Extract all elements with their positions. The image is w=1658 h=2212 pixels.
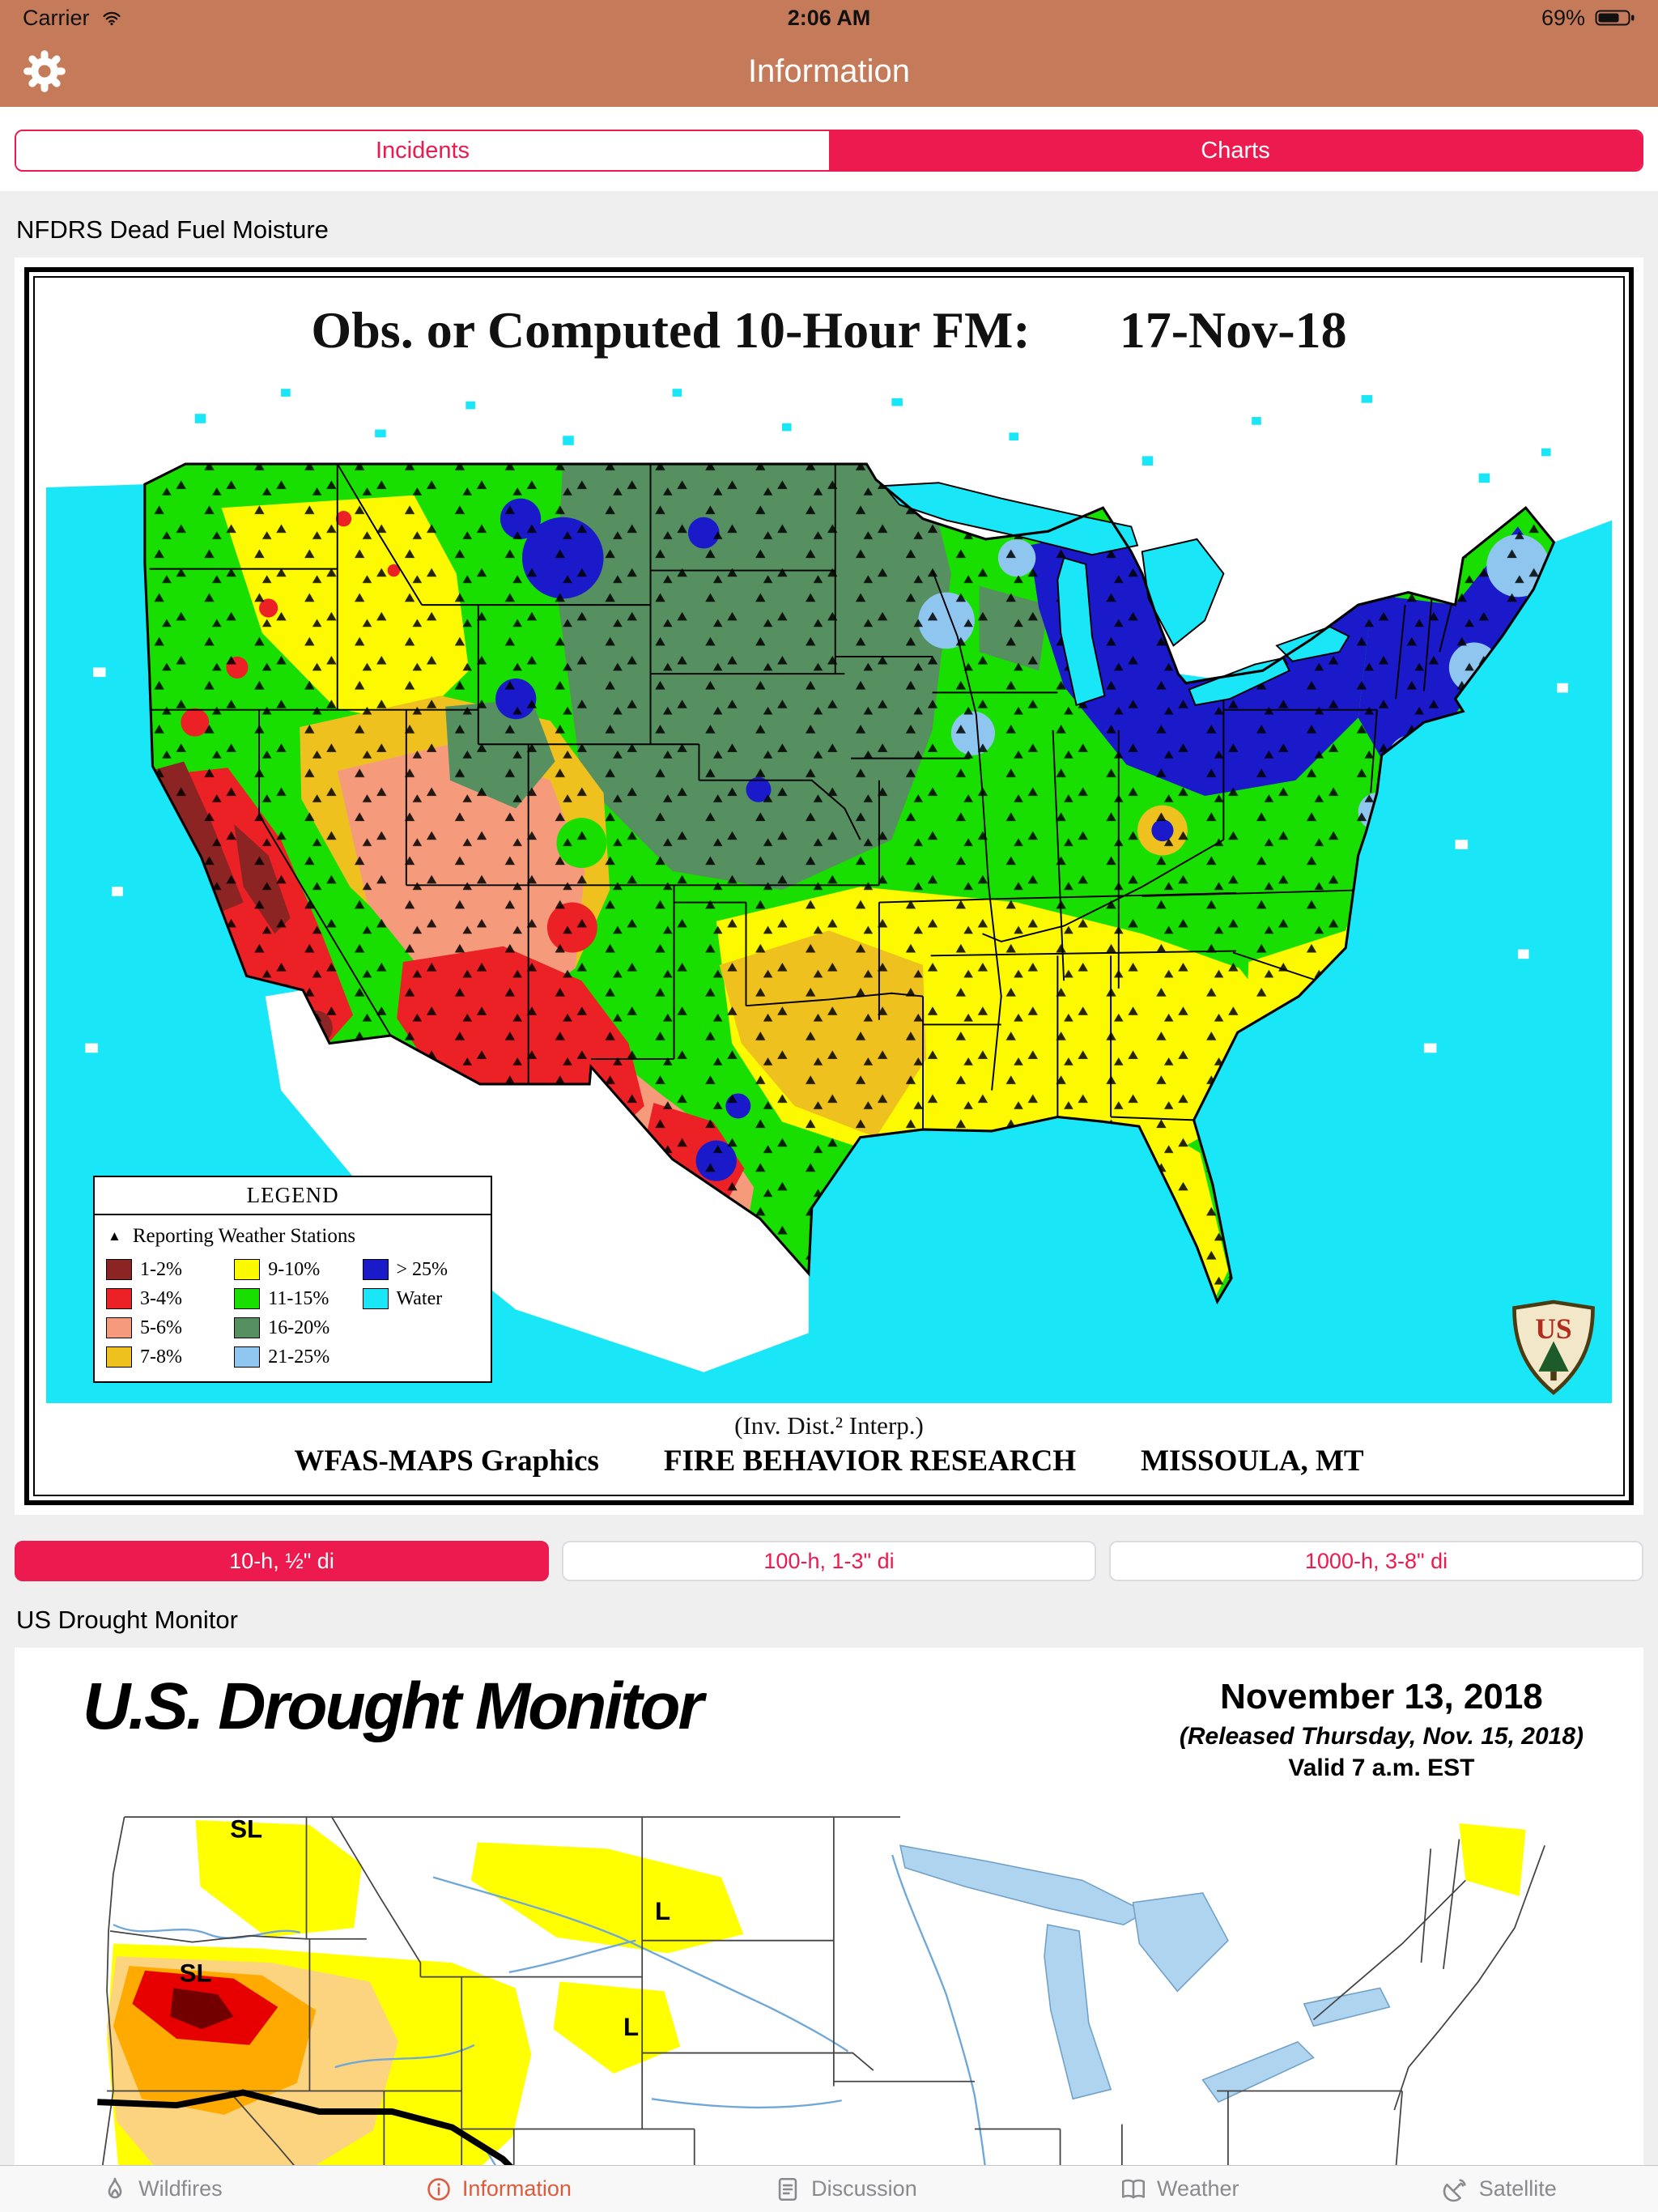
tab-satellite[interactable]: Satellite [1442, 2176, 1557, 2203]
tab-wildfires[interactable]: Wildfires [101, 2176, 223, 2203]
nfdrs-map-title: Obs. or Computed 10-Hour FM: 17-Nov-18 [46, 300, 1612, 360]
tab-weather[interactable]: Weather [1120, 2176, 1239, 2203]
legend-entry: 11-15% [234, 1288, 357, 1310]
drought-meta: November 13, 2018 (Released Thursday, No… [1180, 1669, 1613, 1783]
svg-text:US: US [1535, 1312, 1571, 1345]
drought-valid: Valid 7 a.m. EST [1288, 1754, 1475, 1781]
drought-map-image: SL L SL L [37, 1784, 1621, 2212]
tab-information[interactable]: Information [425, 2176, 572, 2203]
legend-swatch [362, 1259, 389, 1281]
map-title-date: 17-Nov-18 [1119, 301, 1347, 359]
tab-label: Information [461, 2176, 572, 2201]
gear-icon [23, 50, 66, 92]
info-icon [427, 2177, 450, 2201]
drought-released: (Released Thursday, Nov. 15, 2018) [1179, 1722, 1584, 1750]
nfdrs-map-card: Obs. or Computed 10-Hour FM: 17-Nov-18 [15, 257, 1643, 1516]
legend-entry: Water [362, 1288, 480, 1310]
document-icon [778, 2177, 797, 2201]
credits-research: FIRE BEHAVIOR RESEARCH [663, 1444, 1077, 1478]
segment-incidents[interactable]: Incidents [16, 131, 829, 170]
drought-map: SL L SL L [37, 1784, 1621, 2212]
legend-swatch [234, 1346, 261, 1368]
credits-graphics: WFAS-MAPS Graphics [294, 1444, 599, 1478]
legend-swatch [106, 1259, 133, 1281]
legend-title: LEGEND [95, 1177, 491, 1215]
legend-column: > 25% Water [362, 1259, 480, 1368]
fuel-hour-buttons: 10-h, ½" di 100-h, 1-3" di 1000-h, 3-8" … [15, 1541, 1643, 1582]
drought-header: U.S. Drought Monitor November 13, 2018 (… [37, 1665, 1621, 1783]
map-frame: Obs. or Computed 10-Hour FM: 17-Nov-18 [24, 267, 1634, 1506]
legend-swatch [362, 1288, 389, 1310]
drought-label: L [623, 2013, 639, 2041]
battery-percent: 69% [1541, 5, 1585, 30]
status-left: Carrier [23, 6, 124, 31]
tab-label: Weather [1156, 2176, 1239, 2201]
tab-label: Discussion [811, 2176, 917, 2201]
segment-charts[interactable]: Charts [829, 131, 1642, 170]
tab-discussion[interactable]: Discussion [774, 2176, 917, 2203]
forest-service-badge: US [1508, 1298, 1599, 1397]
credits-location: MISSOULA, MT [1141, 1444, 1364, 1478]
settings-button[interactable] [23, 49, 66, 93]
legend-stations-row: ▲ Reporting Weather Stations [95, 1215, 491, 1251]
satellite-dish-icon [1443, 2178, 1466, 2201]
drought-section-label: US Drought Monitor [16, 1606, 238, 1635]
flame-icon [108, 2177, 122, 2198]
legend-entry: 1-2% [106, 1259, 229, 1281]
legend-swatch [106, 1317, 133, 1339]
legend-swatch [234, 1288, 261, 1310]
forest-service-shield-icon: US [1512, 1300, 1595, 1396]
tab-bar: Wildfires Information Discussion [0, 2165, 1658, 2212]
drought-card: U.S. Drought Monitor November 13, 2018 (… [15, 1648, 1643, 2212]
drought-date: November 13, 2018 [1220, 1677, 1543, 1717]
legend-entry: 7-8% [106, 1346, 229, 1368]
segmented-strip: Incidents Charts [0, 107, 1658, 191]
nav-bar: Information [0, 36, 1658, 107]
legend-swatch [106, 1288, 133, 1310]
legend-entry: 3-4% [106, 1288, 229, 1310]
nfdrs-map-image [46, 370, 1612, 1404]
open-book-icon [1121, 2179, 1145, 2198]
drought-label: SL [180, 1959, 212, 1987]
tab-label: Wildfires [138, 2176, 223, 2201]
carrier-label: Carrier [23, 5, 90, 30]
legend-swatch [106, 1346, 133, 1368]
station-triangle-icon: ▲ [108, 1227, 121, 1244]
page-title: Information [747, 53, 911, 89]
app-header: Carrier 2:06 AM 69% [0, 0, 1658, 107]
legend-entry: 9-10% [234, 1259, 357, 1281]
wifi-icon [102, 11, 121, 26]
segmented-control: Incidents Charts [15, 130, 1643, 172]
legend-stations-label: Reporting Weather Stations [132, 1224, 356, 1247]
legend-entry: 5-6% [106, 1317, 229, 1339]
battery-icon [1595, 10, 1635, 26]
status-time: 2:06 AM [787, 5, 871, 30]
drought-label: SL [230, 1814, 262, 1843]
button-100h[interactable]: 100-h, 1-3" di [562, 1541, 1096, 1582]
legend-entry: 21-25% [234, 1346, 357, 1368]
legend-column: 1-2% 3-4% 5-6% 7-8% [106, 1259, 229, 1368]
interp-note: (Inv. Dist.² Interp.) [734, 1411, 924, 1440]
legend-swatch [234, 1259, 261, 1281]
legend-entry: > 25% [362, 1259, 480, 1281]
legend-entry: 16-20% [234, 1317, 357, 1339]
button-1000h[interactable]: 1000-h, 3-8" di [1109, 1541, 1643, 1582]
map-title-text: Obs. or Computed 10-Hour FM: [311, 301, 1031, 359]
status-bar: Carrier 2:06 AM 69% [0, 0, 1658, 36]
drought-title: U.S. Drought Monitor [83, 1670, 704, 1744]
nfdrs-section-label: NFDRS Dead Fuel Moisture [16, 215, 329, 244]
tab-label: Satellite [1478, 2176, 1557, 2201]
status-right: 69% [1541, 6, 1635, 31]
legend-grid: 1-2% 3-4% 5-6% 7-8% 9-10% 11-15% 16-20% … [95, 1251, 491, 1381]
legend-column: 9-10% 11-15% 16-20% 21-25% [234, 1259, 357, 1368]
nfdrs-map: LEGEND ▲ Reporting Weather Stations 1-2%… [46, 370, 1612, 1404]
legend-swatch [234, 1317, 261, 1339]
button-10h[interactable]: 10-h, ½" di [15, 1541, 549, 1582]
drought-label: L [655, 1897, 670, 1925]
map-credits: WFAS-MAPS Graphics FIRE BEHAVIOR RESEARC… [46, 1444, 1612, 1478]
map-legend: LEGEND ▲ Reporting Weather Stations 1-2%… [93, 1175, 493, 1383]
map-frame-inner: Obs. or Computed 10-Hour FM: 17-Nov-18 [33, 276, 1625, 1497]
